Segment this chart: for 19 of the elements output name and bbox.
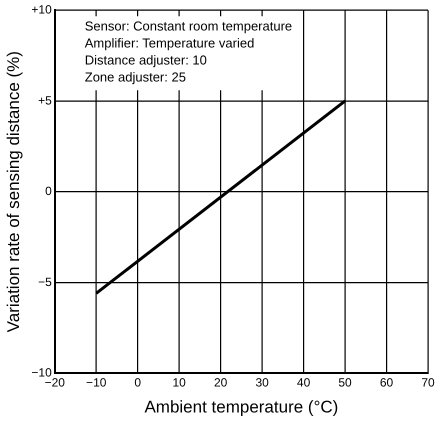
x-tick-label: 20 bbox=[214, 376, 228, 390]
annotation: Distance adjuster: 10 bbox=[84, 52, 207, 68]
x-axis-title: Ambient temperature (°C) bbox=[144, 397, 338, 416]
y-tick-label: −5 bbox=[38, 274, 52, 289]
annotation: Amplifier: Temperature varied bbox=[84, 35, 254, 50]
x-tick-label: 10 bbox=[172, 376, 186, 390]
annotation: Zone adjuster: 25 bbox=[84, 69, 186, 84]
x-tick-label: 30 bbox=[255, 376, 270, 390]
x-tick-label: −10 bbox=[86, 376, 107, 390]
annotation: Sensor: Constant room temperature bbox=[84, 18, 292, 34]
y-axis-title: Variation rate of sensing distance (%) bbox=[4, 51, 23, 332]
x-tick-label: 50 bbox=[338, 376, 352, 390]
x-tick-label: 40 bbox=[296, 376, 311, 390]
y-tick-label: +10 bbox=[31, 2, 52, 17]
y-tick-label: +5 bbox=[38, 93, 52, 108]
x-tick-label: 70 bbox=[421, 376, 435, 390]
x-tick-label: 60 bbox=[380, 376, 394, 390]
y-tick-label: 0 bbox=[45, 184, 52, 198]
x-tick-label: 0 bbox=[134, 376, 142, 390]
